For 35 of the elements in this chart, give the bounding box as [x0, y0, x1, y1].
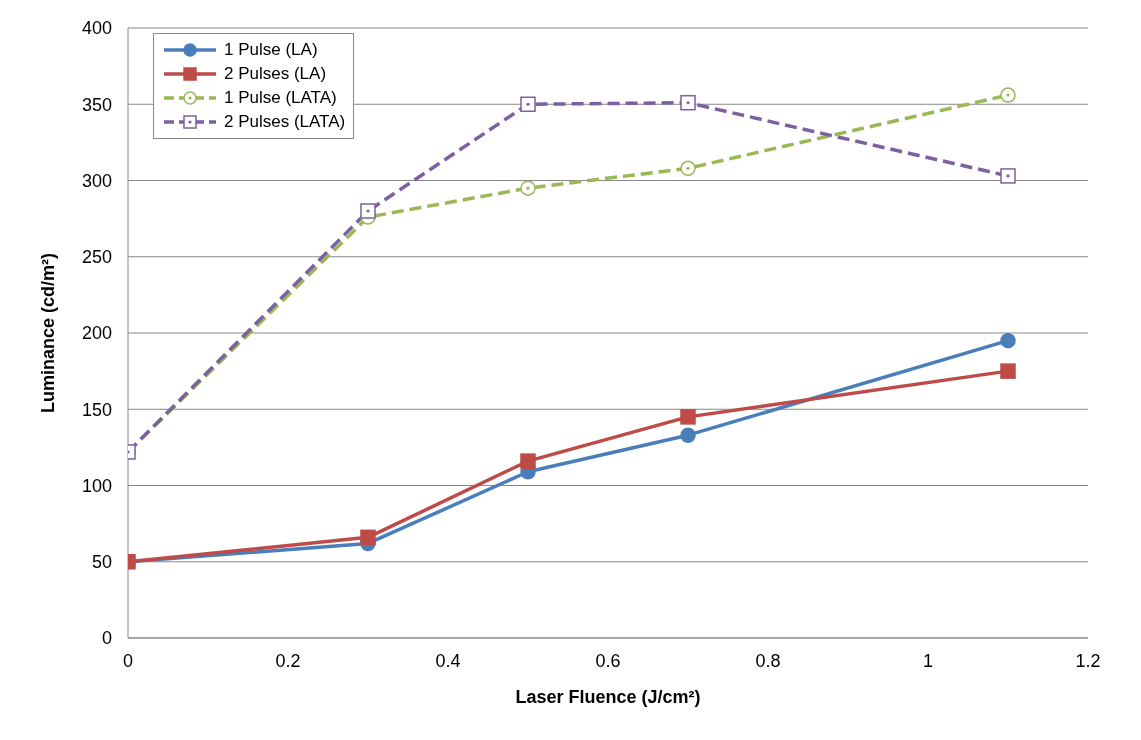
point [1000, 168, 1016, 184]
y-tick-label: 0 [101, 628, 112, 649]
point [360, 203, 376, 219]
x-tick-label: 1.2 [1075, 650, 1101, 671]
legend-label: 1 Pulse (LATA) [224, 88, 337, 108]
y-tick-label: 150 [81, 399, 112, 420]
y-tick-label: 200 [81, 323, 112, 344]
y-tick-label: 50 [91, 552, 112, 573]
legend-label: 1 Pulse (LA) [224, 40, 318, 60]
y-tick-label: 250 [81, 247, 112, 268]
point [680, 427, 696, 443]
x-tick-label: 1 [922, 650, 934, 671]
point [680, 409, 696, 425]
x-tick-label: 0.4 [435, 650, 461, 671]
y-tick-label: 300 [81, 170, 112, 191]
point [520, 180, 536, 196]
x-axis-title: Laser Fluence (J/cm²) [515, 687, 701, 707]
point [1000, 363, 1016, 379]
x-tick-label: 0.2 [275, 650, 301, 671]
y-tick-label: 100 [81, 475, 112, 496]
point [520, 96, 536, 112]
y-tick-label: 350 [81, 94, 112, 115]
point [680, 160, 696, 177]
point [1000, 87, 1016, 103]
point [680, 94, 696, 111]
x-tick-label: 0.6 [595, 650, 621, 671]
legend-label: 2 Pulses (LATA) [224, 112, 346, 132]
y-axis-title: Luminance (cd/m²) [38, 252, 59, 414]
y-tick-label: 400 [81, 18, 112, 39]
x-tick-label: 0.8 [755, 650, 781, 671]
point [360, 529, 376, 546]
point [520, 453, 536, 469]
x-tick-label: 0 [122, 650, 134, 671]
point [1000, 332, 1016, 349]
legend-label: 2 Pulses (LA) [224, 64, 327, 84]
